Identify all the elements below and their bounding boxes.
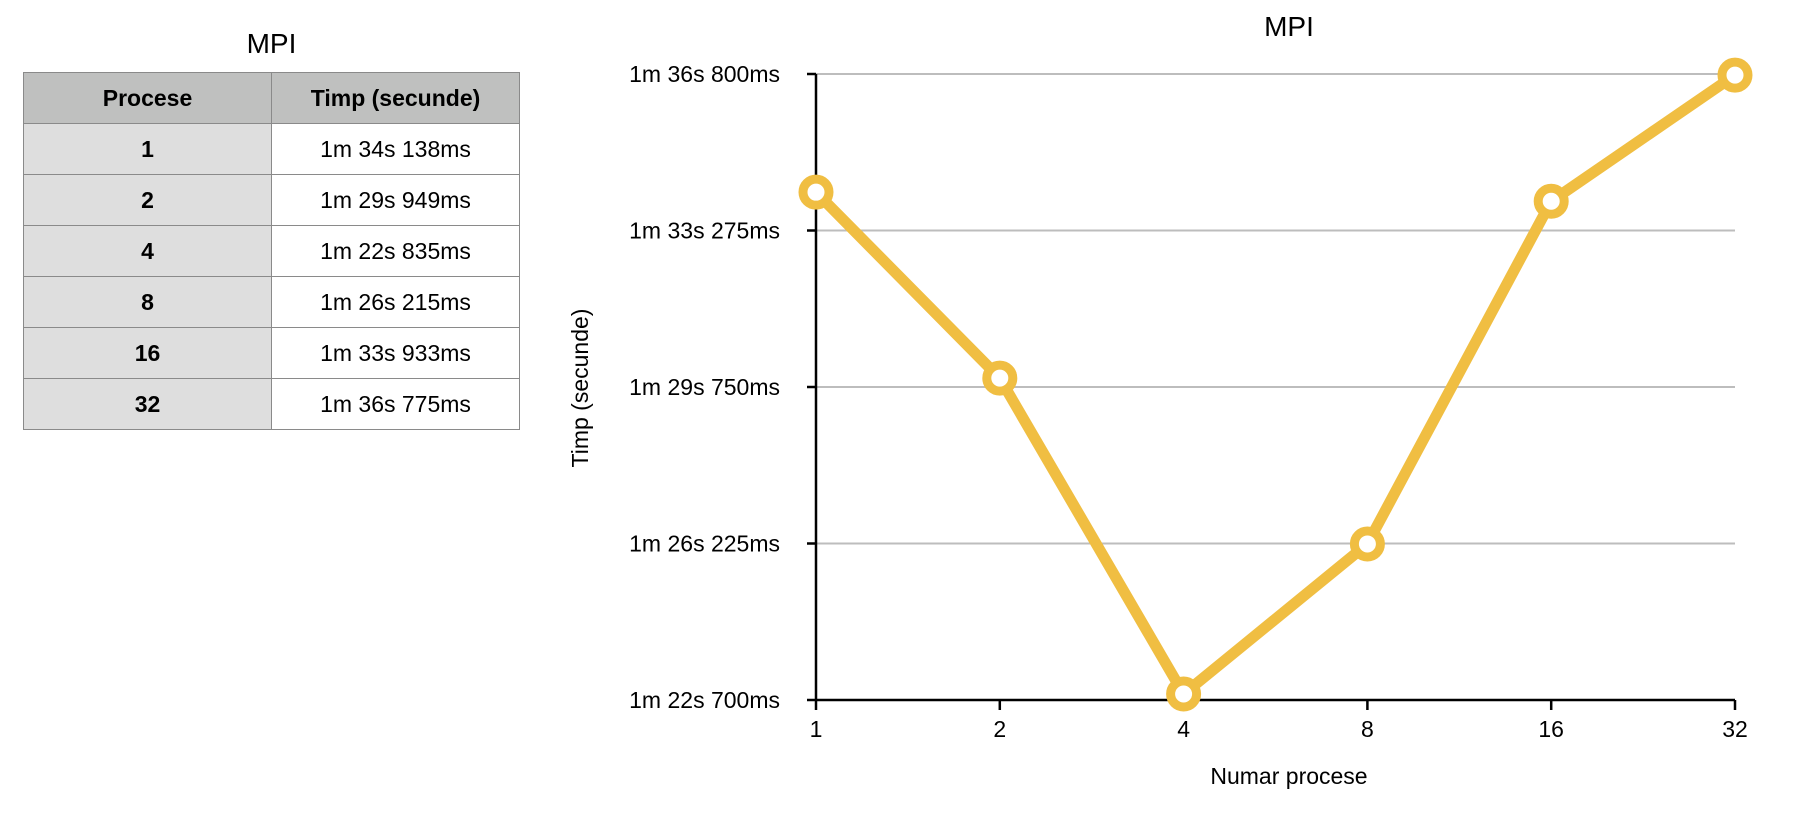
cell-timp: 1m 36s 775ms bbox=[271, 378, 520, 430]
cell-timp: 1m 26s 215ms bbox=[271, 276, 520, 328]
chart-title: MPI bbox=[1264, 11, 1314, 42]
data-point bbox=[1533, 183, 1569, 219]
y-tick-label: 1m 33s 275ms bbox=[629, 218, 780, 244]
cell-procese: 4 bbox=[23, 225, 272, 277]
series-line bbox=[810, 69, 1741, 700]
y-tick-label: 1m 22s 700ms bbox=[629, 687, 780, 713]
x-axis-label: Numar procese bbox=[1210, 763, 1367, 789]
tick-labels: 1m 22s 700ms 1m 26s 225ms 1m 29s 750ms 1m 3… bbox=[629, 61, 1748, 742]
y-tick-label: 1m 36s 800ms bbox=[629, 61, 780, 87]
grid-lines bbox=[816, 73, 1735, 545]
cell-timp: 1m 33s 933ms bbox=[271, 327, 520, 379]
x-tick-label: 32 bbox=[1722, 716, 1748, 742]
y-tick-label: 1m 26s 225ms bbox=[629, 531, 780, 557]
x-tick-label: 1 bbox=[810, 716, 823, 742]
table-row: 4 1m 22s 835ms bbox=[23, 225, 520, 277]
data-point bbox=[798, 174, 834, 210]
x-tick-label: 2 bbox=[993, 716, 1006, 742]
x-tick-label: 16 bbox=[1538, 716, 1564, 742]
cell-timp: 1m 22s 835ms bbox=[271, 225, 520, 277]
cell-procese: 8 bbox=[23, 276, 272, 328]
cell-procese: 16 bbox=[23, 327, 272, 379]
data-point bbox=[1166, 676, 1202, 712]
line-chart: MPI Numar procese Timp (secunde) 1m 22s … bbox=[567, 11, 1753, 789]
table-title: MPI bbox=[246, 28, 297, 59]
results-table-panel: MPI Procese Timp (secunde) 1 1m 34s 138m… bbox=[23, 22, 520, 430]
x-tick-label: 4 bbox=[1177, 716, 1190, 742]
y-axis-label: Timp (secunde) bbox=[567, 309, 593, 468]
series-group bbox=[798, 57, 1753, 712]
header-procese: Procese bbox=[23, 72, 272, 124]
cell-timp: 1m 29s 949ms bbox=[271, 174, 520, 226]
cell-procese: 2 bbox=[23, 174, 272, 226]
table-row: 1 1m 34s 138ms bbox=[23, 123, 520, 175]
data-point bbox=[1349, 526, 1385, 562]
cell-procese: 1 bbox=[23, 123, 272, 175]
y-tick-label: 1m 29s 750ms bbox=[629, 374, 780, 400]
data-point bbox=[982, 360, 1018, 396]
results-table: Procese Timp (secunde) 1 1m 34s 138ms 2 … bbox=[23, 72, 520, 430]
data-point bbox=[1717, 57, 1753, 93]
x-tick-label: 8 bbox=[1361, 716, 1374, 742]
table-row: 16 1m 33s 933ms bbox=[23, 327, 520, 379]
header-timp: Timp (secunde) bbox=[271, 72, 520, 124]
cell-procese: 32 bbox=[23, 378, 272, 430]
table-row: 32 1m 36s 775ms bbox=[23, 378, 520, 430]
table-row: 2 1m 29s 949ms bbox=[23, 174, 520, 226]
table-header-row: Procese Timp (secunde) bbox=[23, 72, 520, 124]
cell-timp: 1m 34s 138ms bbox=[271, 123, 520, 175]
table-row: 8 1m 26s 215ms bbox=[23, 276, 520, 328]
